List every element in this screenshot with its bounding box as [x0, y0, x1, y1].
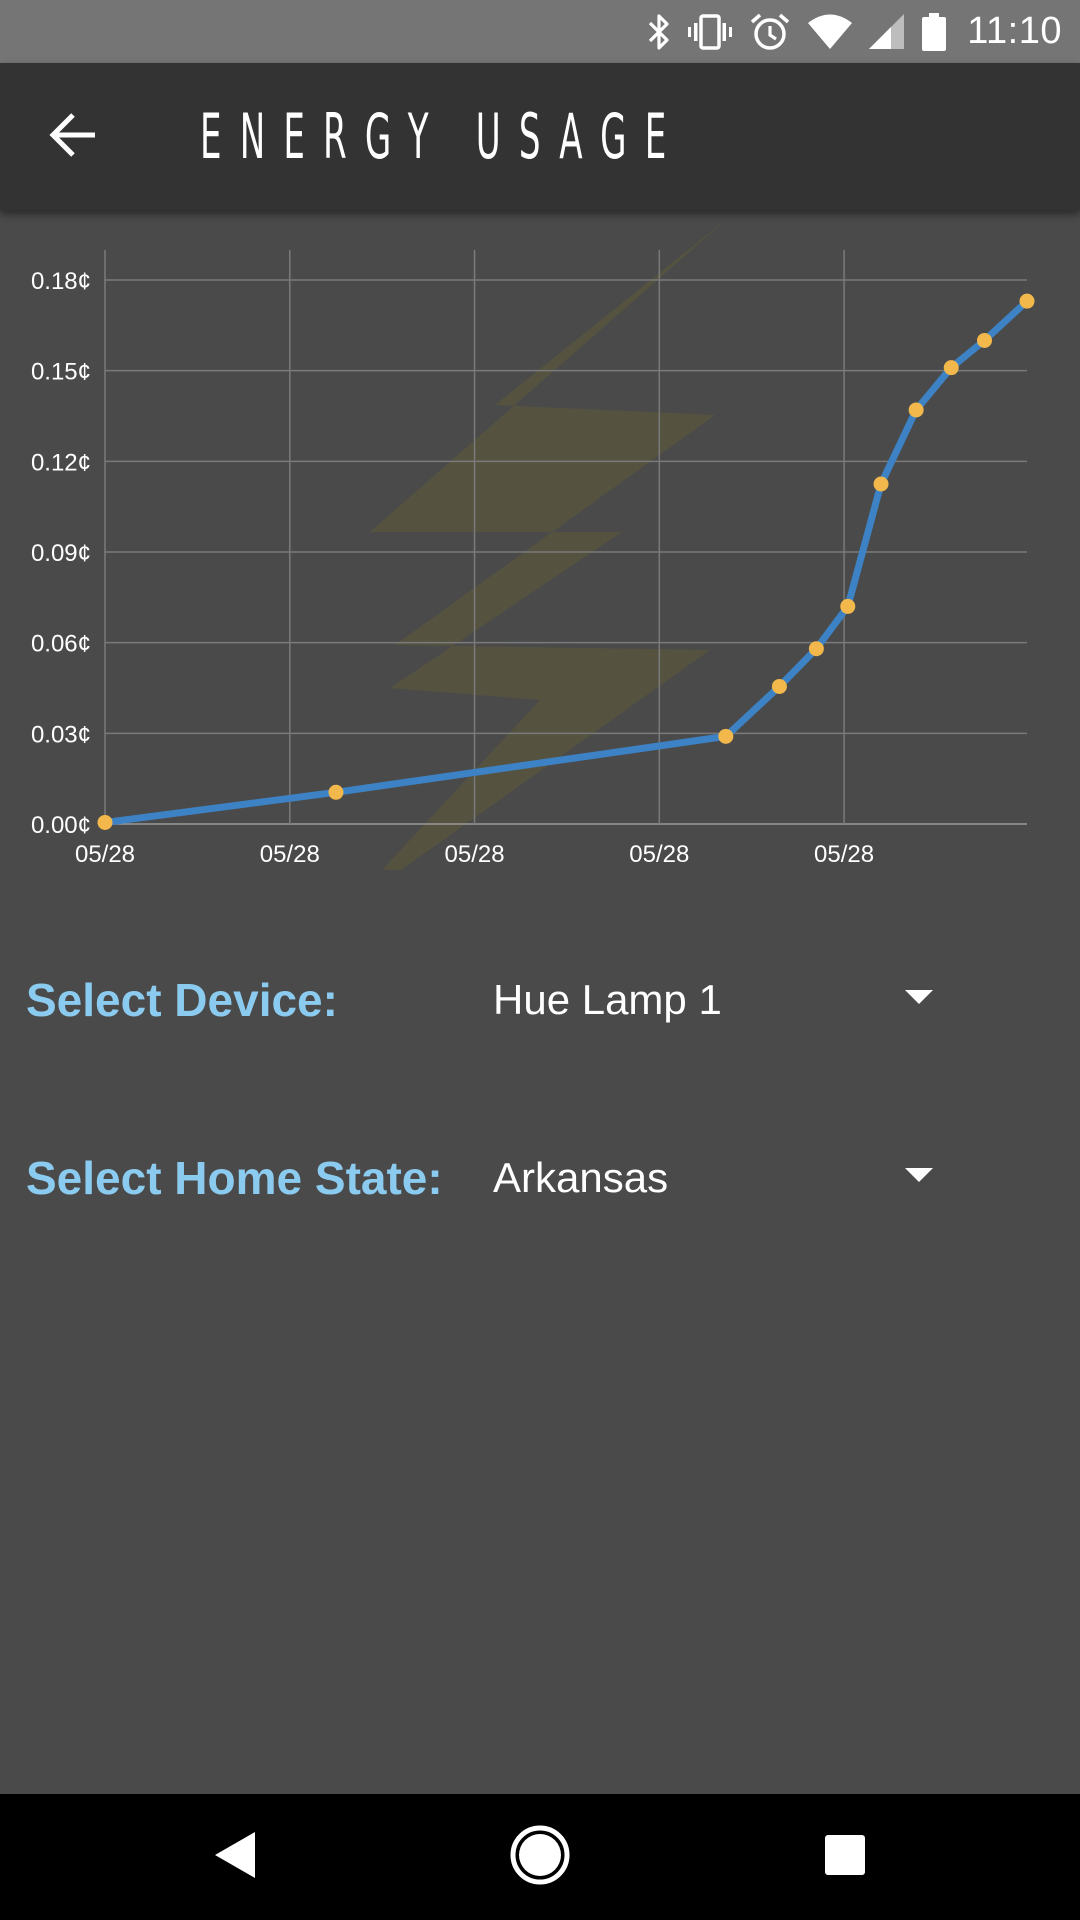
data-point [1019, 293, 1035, 309]
status-time: 11:10 [967, 10, 1062, 52]
y-tick-label: 0.12¢ [31, 449, 91, 476]
y-tick-label: 0.06¢ [31, 631, 91, 658]
y-tick-label: 0.18¢ [31, 268, 91, 295]
battery-icon [921, 12, 947, 52]
navigation-bar [0, 1794, 1080, 1920]
arrow-left-icon [49, 112, 99, 163]
x-tick-label: 05/28 [629, 841, 689, 868]
x-tick-label: 05/28 [445, 841, 505, 868]
vibrate-icon [687, 13, 733, 51]
state-select-value: Arkansas [493, 1154, 669, 1201]
data-point [908, 402, 924, 418]
nav-home-button[interactable] [504, 1822, 576, 1892]
device-label: Select Device: [26, 974, 338, 1026]
data-point [718, 728, 734, 744]
device-row: Select Device: Hue Lamp 1 [26, 960, 1056, 1040]
y-tick-label: 0.09¢ [31, 540, 91, 567]
chart-grid [104, 250, 1027, 825]
data-point [328, 784, 344, 800]
status-bar: 11:10 [0, 0, 1080, 63]
data-point [977, 332, 993, 348]
data-point [873, 476, 889, 492]
data-point [97, 814, 113, 830]
state-row: Select Home State: Arkansas [26, 1138, 1056, 1218]
app-bar: ENERGY USAGE [0, 63, 1080, 210]
nav-home-icon [508, 1823, 572, 1892]
wifi-icon [807, 14, 853, 50]
back-button[interactable] [40, 103, 108, 171]
x-tick-label: 05/28 [75, 841, 135, 868]
page-title: ENERGY USAGE [200, 100, 685, 173]
alarm-icon [749, 12, 791, 52]
state-label: Select Home State: [26, 1152, 443, 1204]
nav-recents-button[interactable] [810, 1822, 880, 1892]
device-select[interactable]: Hue Lamp 1 [493, 960, 933, 1040]
y-tick-label: 0.03¢ [31, 721, 91, 748]
nav-back-button[interactable] [200, 1822, 270, 1892]
dropdown-arrow-icon [905, 1168, 933, 1182]
state-select[interactable]: Arkansas [493, 1138, 933, 1218]
nav-back-icon [213, 1830, 257, 1885]
device-select-value: Hue Lamp 1 [493, 976, 722, 1023]
x-tick-label: 05/28 [260, 841, 320, 868]
signal-icon [869, 13, 905, 50]
data-point [943, 360, 959, 376]
lightning-bolt-watermark [370, 218, 728, 870]
chart-axes: 0.00¢ 0.03¢ 0.06¢ 0.09¢ 0.12¢ 0.15¢ 0.18¢ 05/28… [31, 268, 874, 868]
data-point [840, 598, 856, 614]
y-tick-label: 0.00¢ [31, 812, 91, 839]
data-point [808, 641, 824, 657]
main-content: 0.00¢ 0.03¢ 0.06¢ 0.09¢ 0.12¢ 0.15¢ 0.18¢ 05/28… [0, 210, 1080, 1794]
energy-usage-chart: 0.00¢ 0.03¢ 0.06¢ 0.09¢ 0.12¢ 0.15¢ 0.18¢ 05/28… [31, 218, 1035, 870]
chart-points [97, 293, 1035, 830]
nav-recents-icon [823, 1833, 867, 1882]
x-tick-label: 05/28 [814, 841, 874, 868]
dropdown-arrow-icon [905, 990, 933, 1004]
y-tick-label: 0.15¢ [31, 359, 91, 386]
data-point [771, 678, 787, 694]
bluetooth-icon [647, 13, 671, 51]
status-icons: 11:10 [647, 0, 1062, 63]
